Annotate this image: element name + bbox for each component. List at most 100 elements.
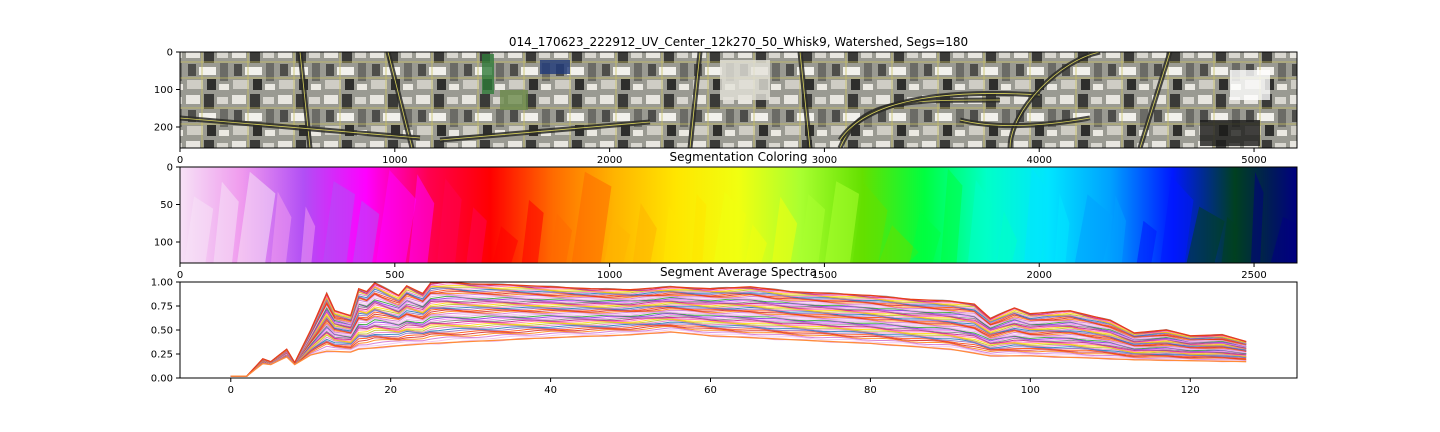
spectrum-series-42 <box>230 286 1247 377</box>
segment-shard-32 <box>1074 194 1114 263</box>
spectrum-series-30 <box>230 299 1247 377</box>
image-x-tick-label-4: 4000 <box>1027 155 1052 166</box>
segment-shard-11 <box>492 226 519 263</box>
segmentation-frame <box>179 166 1298 264</box>
image-patch-4 <box>720 60 770 100</box>
spectrum-series-9 <box>230 318 1247 377</box>
spectrum-series-36 <box>230 293 1247 377</box>
segment-shard-22 <box>799 194 826 263</box>
segment-shard-17 <box>663 206 680 263</box>
spectra-y-tick-label-4: 1.00 <box>151 278 173 289</box>
segment-shard-27 <box>940 168 963 263</box>
spectrum-series-11 <box>230 317 1247 377</box>
road-boundary-5 <box>799 52 811 148</box>
spectrum-upper <box>230 282 1247 377</box>
spectra-y-tick-label-0: 0.00 <box>151 374 173 385</box>
spectrum-series-4 <box>230 325 1247 377</box>
spectra-y-axis: 0.00 0.25 0.50 0.75 1.00 <box>151 278 180 385</box>
segment-shard-29 <box>997 211 1018 263</box>
spectrum-series-5 <box>230 324 1247 377</box>
segment-shard-20 <box>745 224 767 263</box>
image-x-axis: 0 1000 2000 3000 4000 5000 <box>177 148 1267 166</box>
image-x-tick-label-3: 3000 <box>812 155 837 166</box>
road-boundary-2 <box>180 117 421 139</box>
image-subplot: 014_170623_222912_UV_Center_12k270_50_Wh… <box>154 35 1298 166</box>
spectrum-series-12 <box>230 316 1247 377</box>
spectrum-series-25 <box>230 304 1247 377</box>
road-boundary-3 <box>439 121 651 141</box>
road-boundary-8 <box>1009 52 1101 148</box>
spectrum-series-19 <box>230 309 1247 377</box>
segment-shard-16 <box>632 203 657 263</box>
segment-shard-6 <box>352 200 380 263</box>
segmentation-y-tick-label-0: 0 <box>167 163 173 174</box>
spectra-x-tick-label-5: 100 <box>1021 385 1040 396</box>
spectrum-series-44 <box>230 285 1247 377</box>
segmentation-y-axis: 0 50 100 <box>154 163 180 249</box>
segmentation-subplot: Segmentation Coloring 0 500 1000 1500 2000 25… <box>154 150 1298 281</box>
road-boundary-0 <box>299 52 311 148</box>
segmentation-title: Segmentation Coloring <box>669 150 807 164</box>
segment-shard-12 <box>521 199 544 263</box>
image-y-tick-label-2: 200 <box>154 123 173 134</box>
segmentation-x-tick-label-4: 2000 <box>1027 270 1052 281</box>
segment-shard-18 <box>691 194 707 263</box>
segment-shard-30 <box>1024 167 1047 263</box>
image-y-axis: 0 100 200 <box>154 48 180 134</box>
road-boundary-4 <box>689 52 701 148</box>
spectra-x-tick-label-0: 0 <box>228 385 234 396</box>
image-x-tick-label-0: 0 <box>177 155 183 166</box>
spectrum-series-3 <box>230 325 1247 377</box>
segment-shard-13 <box>549 213 573 263</box>
aerial-image <box>180 52 1297 148</box>
segment-shard-33 <box>1110 195 1126 263</box>
spectra-x-tick-label-4: 80 <box>864 385 877 396</box>
image-y-tick-label-1: 100 <box>154 85 173 96</box>
spectrum-series-1 <box>230 329 1247 377</box>
segmentation-x-axis: 0 500 1000 1500 2000 2500 <box>177 263 1267 281</box>
spectrum-series-6 <box>230 323 1247 377</box>
spectrum-series-31 <box>230 298 1247 377</box>
spectrum-series-17 <box>230 311 1247 377</box>
image-patch-0 <box>482 54 494 94</box>
segment-shard-31 <box>1054 193 1070 263</box>
image-patch-2 <box>540 60 570 74</box>
segmentation-y-tick-label-2: 100 <box>154 238 173 249</box>
segment-shard-8 <box>408 174 435 263</box>
segmentation-x-tick-label-0: 0 <box>177 270 183 281</box>
segment-shard-4 <box>300 206 316 263</box>
segmentation-x-tick-label-3: 1500 <box>812 270 837 281</box>
image-y-tick-label-0: 0 <box>167 48 173 59</box>
spectra-subplot: Segment Average Spectra 0 20 40 60 80 100 120 … <box>151 265 1298 396</box>
image-patch-5 <box>1230 70 1270 100</box>
segment-shard-25 <box>878 225 919 263</box>
segment-shard-19 <box>713 191 747 263</box>
image-title: 014_170623_222912_UV_Center_12k270_50_Wh… <box>509 35 968 49</box>
segment-shard-9 <box>437 178 462 263</box>
image-x-tick-label-1: 1000 <box>382 155 407 166</box>
segment-shard-36 <box>1186 206 1225 263</box>
segment-shard-7 <box>376 170 417 263</box>
spectrum-series-7 <box>230 321 1247 377</box>
spectra-x-axis: 0 20 40 60 80 100 120 <box>228 378 1200 396</box>
spectra-title: Segment Average Spectra <box>660 265 817 279</box>
segment-shard-1 <box>213 181 239 263</box>
spectra-x-tick-label-6: 120 <box>1181 385 1200 396</box>
segment-shard-34 <box>1136 220 1157 263</box>
spectra-y-tick-label-3: 0.75 <box>151 302 173 313</box>
spectra-y-tick-label-1: 0.25 <box>151 350 173 361</box>
segmentation-x-tick-label-2: 1000 <box>597 270 622 281</box>
road-boundary-10 <box>959 117 1091 127</box>
spectrum-series-23 <box>230 306 1247 377</box>
image-x-tick-label-2: 2000 <box>597 155 622 166</box>
spectrum-series-13 <box>230 315 1247 377</box>
spectra-x-tick-label-2: 40 <box>544 385 557 396</box>
spectrum-series-16 <box>230 312 1247 377</box>
segment-shard-23 <box>824 181 860 263</box>
spectrum-series-10 <box>230 318 1247 377</box>
spectrum-series-29 <box>230 300 1247 377</box>
segment-shard-24 <box>852 183 888 263</box>
segment-shard-2 <box>237 171 276 263</box>
segment-shard-10 <box>466 207 487 263</box>
